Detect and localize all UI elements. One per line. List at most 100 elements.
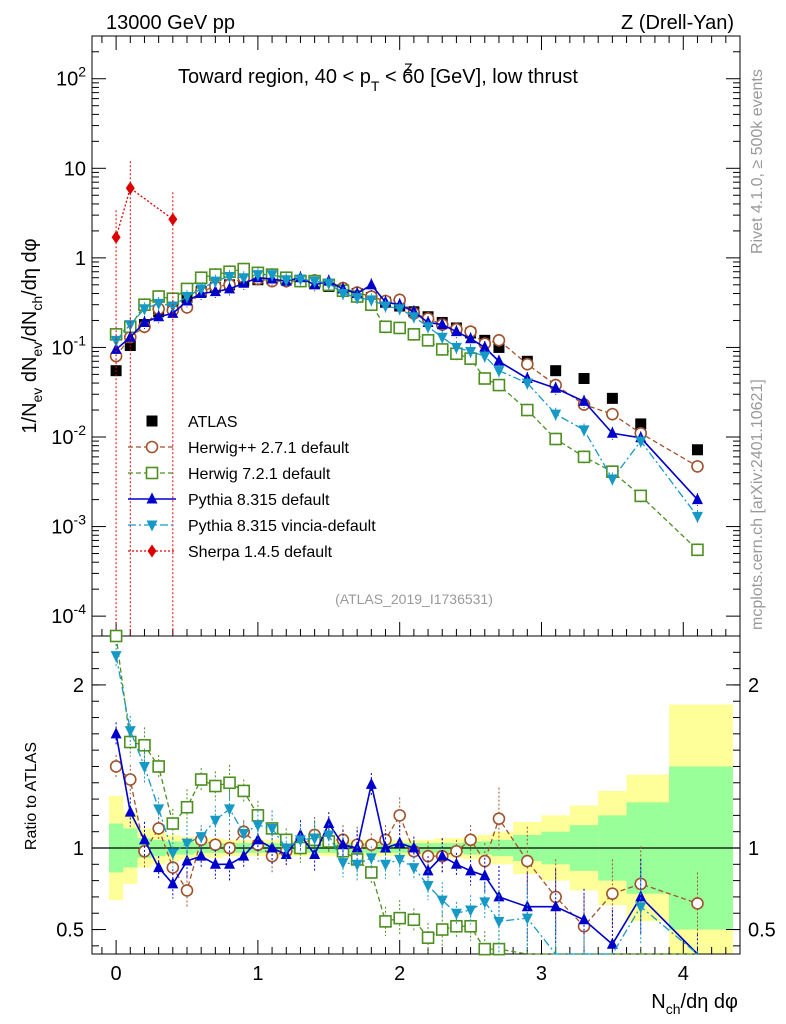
subtitle-sub: T (371, 78, 380, 94)
data-point (365, 295, 377, 307)
data-point (478, 372, 492, 385)
ratio-point (435, 923, 449, 936)
x-tick-label: 2 (394, 963, 405, 985)
data-point (479, 340, 491, 352)
main-y-axis-label: 1/Nev dNev/dNch/dη dφ (19, 238, 45, 433)
data-point (408, 312, 420, 324)
data-point (691, 493, 703, 505)
data-point (606, 392, 618, 404)
ratio-point (365, 866, 378, 879)
data-point (479, 351, 491, 363)
y-tick-label: 10-2 (51, 422, 86, 449)
legend-marker (145, 440, 159, 454)
ratio-point (606, 937, 618, 949)
data-point (111, 230, 121, 244)
ratio-point (407, 913, 421, 927)
data-point (125, 181, 135, 195)
data-point (280, 275, 292, 287)
analysis-id: (ATLAS_2019_I1736531) (335, 591, 493, 607)
ratio-point (606, 887, 619, 900)
ratio-y-tick-label-right: 0.5 (748, 920, 776, 942)
ratio-point (478, 942, 492, 956)
ratio-point (578, 913, 590, 925)
ratio-series-3 (110, 644, 698, 955)
x-tick-label: 3 (536, 963, 547, 985)
data-point (450, 342, 462, 354)
ratio-point (365, 777, 377, 789)
subtitle-main: Toward region, 40 < p (178, 66, 371, 88)
data-point (209, 276, 221, 288)
rivet-version-label: Rivet 4.1.0, ≥ 500k events (749, 69, 766, 254)
ratio-point (492, 942, 506, 956)
data-point (294, 274, 306, 286)
ratio-point (521, 913, 533, 925)
ratio-point (422, 881, 434, 893)
ratio-point (123, 773, 137, 786)
ratio-point (110, 727, 122, 739)
ratio-point (138, 833, 150, 845)
data-point (550, 365, 562, 377)
ratio-point (465, 864, 477, 876)
subtitle-sup: Z (404, 60, 413, 76)
mcplots-label: mcplots.cern.ch [arXiv:2401.10621] (749, 379, 766, 630)
data-point (606, 426, 618, 438)
ratio-y-axis-label: Ratio to ATLAS (23, 742, 40, 850)
series-4 (110, 268, 703, 523)
data-point (550, 381, 562, 393)
ratio-point (408, 841, 420, 853)
ratio-point (635, 902, 647, 914)
data-point (393, 321, 406, 335)
data-point (421, 334, 435, 347)
data-point (252, 270, 264, 282)
data-point (323, 278, 335, 290)
data-point (493, 366, 505, 378)
ratio-point (421, 931, 435, 944)
data-point (577, 450, 591, 464)
ratio-point (109, 629, 123, 643)
ratio-point (393, 911, 406, 925)
main-axis-ticks: 10-4 10-3 10-2 10-1 1 10 102 (51, 35, 741, 636)
ratio-point (380, 859, 392, 871)
data-point (195, 284, 207, 296)
ratio-point (394, 854, 406, 866)
legend-label: Pythia 8.315 vincia-default (188, 518, 376, 535)
process-label: Z (Drell-Yan) (621, 12, 734, 34)
data-point (492, 378, 506, 392)
ratio-point (450, 919, 463, 933)
series-line (115, 273, 698, 517)
ratio-point (323, 830, 335, 842)
ratio-point (365, 853, 377, 865)
data-point (465, 347, 477, 359)
ratio-y-tick-label: 0.5 (56, 920, 84, 942)
legend-marker (146, 492, 158, 504)
data-point (138, 304, 150, 316)
data-point (521, 357, 534, 371)
data-point (238, 273, 250, 285)
data-point (209, 285, 221, 297)
ratio-point (493, 916, 505, 928)
ratio-point (181, 838, 193, 850)
data-point (450, 325, 462, 337)
ratio-point (167, 848, 179, 860)
legend-marker (146, 520, 158, 532)
data-point (309, 276, 321, 288)
ratio-point (124, 805, 136, 817)
ratio-point (280, 843, 292, 855)
ratio-point (238, 849, 250, 861)
ratio-point (152, 822, 165, 835)
ratio-point (195, 832, 207, 844)
data-point (153, 310, 165, 322)
ratio-point (492, 812, 506, 825)
ratio-point (224, 857, 236, 869)
energy-label: 13000 GeV pp (106, 12, 235, 34)
ratio-point (479, 897, 491, 909)
ratio-point (464, 833, 477, 847)
series-line (115, 187, 174, 238)
data-point (436, 318, 448, 330)
data-point (379, 320, 392, 334)
x-axis-label: Nch/dη dφ (651, 991, 738, 1017)
legend-label: Herwig 7.2.1 default (188, 466, 331, 483)
data-point (194, 271, 208, 285)
ratio-point (153, 804, 165, 816)
